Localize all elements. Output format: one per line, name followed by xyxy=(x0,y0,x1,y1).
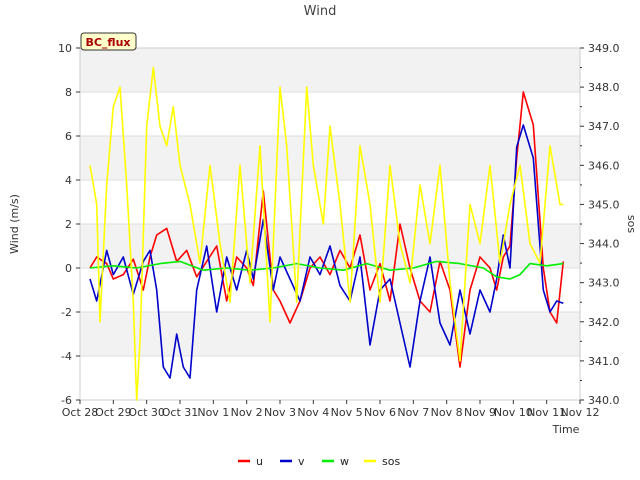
y2-tick-label: 344.0 xyxy=(588,238,620,251)
y2-axis-label: sos xyxy=(625,215,638,233)
x-tick-label: Nov 10 xyxy=(494,406,533,419)
x-tick-label: Nov 12 xyxy=(561,406,600,419)
x-tick-label: Oct 28 xyxy=(62,406,99,419)
legend-label-w: w xyxy=(340,455,349,468)
y2-tick-label: 343.0 xyxy=(588,277,620,290)
y2-tick-label: 346.0 xyxy=(588,159,620,172)
x-tick-label: Nov 5 xyxy=(331,406,363,419)
y-tick-label: 6 xyxy=(65,130,72,143)
y-axis-right: 340.0 341.0 342.0 343.0 344.0 345.0 346.0 347.0… xyxy=(580,42,620,407)
x-tick-label: Nov 7 xyxy=(397,406,429,419)
y2-tick-label: 340.0 xyxy=(588,394,620,407)
legend-label-v: v xyxy=(298,455,305,468)
y2-tick-label: 348.0 xyxy=(588,81,620,94)
series-layer xyxy=(89,66,565,401)
x-axis-label: Time xyxy=(552,423,580,436)
x-tick-label: Nov 6 xyxy=(364,406,396,419)
y-tick-label: 2 xyxy=(65,218,72,231)
y-axis-label: Wind (m/s) xyxy=(8,194,21,254)
x-tick-label: Nov 8 xyxy=(431,406,463,419)
series-line-sos xyxy=(89,66,564,401)
plot-bands xyxy=(80,48,580,356)
badge: BC_flux xyxy=(80,32,137,51)
series-line-w xyxy=(89,260,564,280)
y-axis-left: -6 -4 -2 0 2 4 6 8 10 xyxy=(58,42,80,407)
x-tick-label: Nov 11 xyxy=(527,406,566,419)
series-line-u xyxy=(89,91,565,368)
y-tick-label: -2 xyxy=(61,306,72,319)
y-tick-label: 10 xyxy=(58,42,72,55)
y-tick-label: -4 xyxy=(61,350,72,363)
series-line-v xyxy=(89,124,564,379)
x-tick-label: Nov 1 xyxy=(197,406,229,419)
x-tick-label: Nov 2 xyxy=(231,406,263,419)
x-tick-label: Nov 4 xyxy=(297,406,329,419)
y2-tick-label: 342.0 xyxy=(588,316,620,329)
x-tick-label: Oct 29 xyxy=(95,406,132,419)
y-tick-label: 4 xyxy=(65,174,72,187)
y-tick-label: -6 xyxy=(61,394,72,407)
y2-tick-label: 349.0 xyxy=(588,42,620,55)
badge-label: BC_flux xyxy=(85,36,130,49)
plot-band xyxy=(80,48,580,92)
plot-band xyxy=(80,312,580,356)
legend-label-u: u xyxy=(256,455,263,468)
y2-tick-label: 347.0 xyxy=(588,120,620,133)
y-tick-label: 0 xyxy=(65,262,72,275)
y2-tick-label: 345.0 xyxy=(588,198,620,211)
legend-label-sos: sos xyxy=(382,455,400,468)
plot-band xyxy=(80,136,580,180)
x-tick-label: Nov 9 xyxy=(464,406,496,419)
y-tick-label: 8 xyxy=(65,86,72,99)
chart-title: Wind xyxy=(304,4,337,19)
x-tick-label: Oct 30 xyxy=(128,406,165,419)
x-tick-label: Nov 3 xyxy=(264,406,296,419)
y2-tick-label: 341.0 xyxy=(588,355,620,368)
x-tick-label: Oct 31 xyxy=(162,406,199,419)
legend: u v w sos xyxy=(238,455,400,468)
